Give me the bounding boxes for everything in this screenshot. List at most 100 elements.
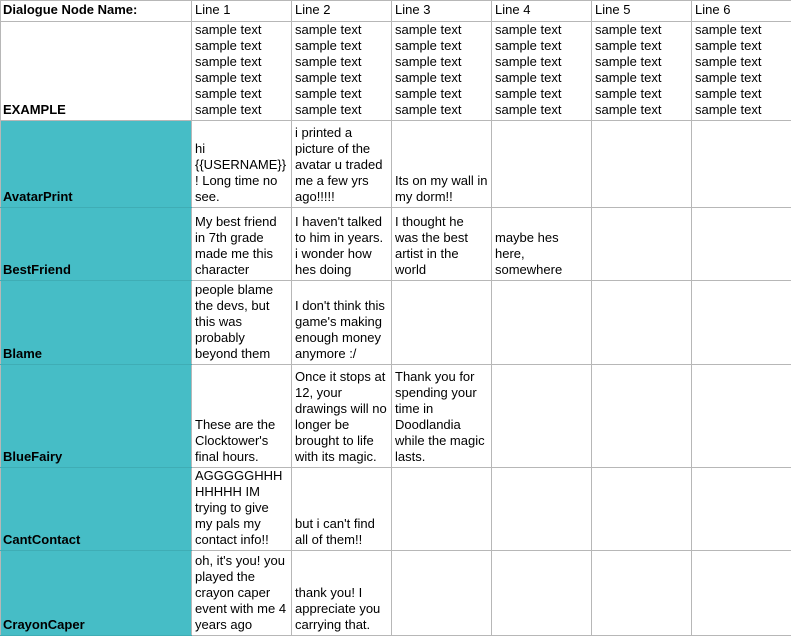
dialogue-text: I thought he was the best artist in the … (395, 214, 490, 278)
dialogue-cell[interactable]: i printed a picture of the avatar u trad… (292, 121, 392, 208)
dialogue-cell[interactable]: sample text sample text sample text samp… (592, 22, 692, 121)
table-row-crayoncaper: CrayonCaper oh, it's you! you played the… (1, 551, 791, 636)
dialogue-cell[interactable] (592, 365, 692, 468)
dialogue-cell[interactable] (492, 121, 592, 208)
dialogue-cell[interactable]: thank you! I appreciate you carrying tha… (292, 551, 392, 636)
header-row: Dialogue Node Name: Line 1 Line 2 Line 3… (1, 1, 791, 22)
node-name-label: EXAMPLE (3, 102, 188, 118)
dialogue-cell[interactable]: Its on my wall in my dorm!! (392, 121, 492, 208)
table-row-cantcontact: CantContact AGGGGGHHHHHHHH IM trying to … (1, 468, 791, 551)
dialogue-cell[interactable] (492, 551, 592, 636)
dialogue-cell[interactable]: My best friend in 7th grade made me this… (192, 208, 292, 281)
dialogue-cell[interactable]: sample text sample text sample text samp… (292, 22, 392, 121)
dialogue-text: sample text sample text sample text samp… (495, 22, 590, 118)
dialogue-cell[interactable] (692, 121, 791, 208)
dialogue-cell[interactable]: sample text sample text sample text samp… (392, 22, 492, 121)
dialogue-cell[interactable]: sample text sample text sample text samp… (492, 22, 592, 121)
header-label-line-2: Line 2 (295, 2, 390, 18)
header-cell-line-2[interactable]: Line 2 (292, 1, 392, 22)
header-cell-line-6[interactable]: Line 6 (692, 1, 791, 22)
dialogue-text: Its on my wall in my dorm!! (395, 173, 490, 205)
dialogue-cell[interactable] (692, 281, 791, 365)
dialogue-cell[interactable]: sample text sample text sample text samp… (692, 22, 791, 121)
dialogue-cell[interactable] (492, 468, 592, 551)
dialogue-cell[interactable] (592, 121, 692, 208)
dialogue-text: Once it stops at 12, your drawings will … (295, 369, 390, 465)
dialogue-text: I don't think this game's making enough … (295, 298, 390, 362)
header-cell-node-name[interactable]: Dialogue Node Name: (1, 1, 192, 22)
header-cell-line-5[interactable]: Line 5 (592, 1, 692, 22)
node-name-cell[interactable]: AvatarPrint (1, 121, 192, 208)
dialogue-text: but i can't find all of them!! (295, 516, 390, 548)
header-cell-line-1[interactable]: Line 1 (192, 1, 292, 22)
header-label-line-1: Line 1 (195, 2, 290, 18)
dialogue-cell[interactable] (392, 551, 492, 636)
header-cell-line-4[interactable]: Line 4 (492, 1, 592, 22)
table-row-avatarprint: AvatarPrint hi {{USERNAME}}! Long time n… (1, 121, 791, 208)
node-name-cell[interactable]: EXAMPLE (1, 22, 192, 121)
node-name-label: BlueFairy (3, 449, 188, 465)
dialogue-cell[interactable]: I haven't talked to him in years. i wond… (292, 208, 392, 281)
dialogue-text: thank you! I appreciate you carrying tha… (295, 585, 390, 633)
node-name-cell[interactable]: BlueFairy (1, 365, 192, 468)
dialogue-text: Thank you for spending your time in Dood… (395, 369, 490, 465)
dialogue-cell[interactable]: These are the Clocktower's final hours. (192, 365, 292, 468)
node-name-label: CantContact (3, 532, 188, 548)
header-label-line-3: Line 3 (395, 2, 490, 18)
dialogue-text: maybe hes here, somewhere (495, 230, 590, 278)
node-name-cell[interactable]: CantContact (1, 468, 192, 551)
dialogue-cell[interactable]: AGGGGGHHHHHHHH IM trying to give my pals… (192, 468, 292, 551)
dialogue-cell[interactable] (692, 208, 791, 281)
dialogue-cell[interactable] (592, 281, 692, 365)
node-name-cell[interactable]: BestFriend (1, 208, 192, 281)
dialogue-cell[interactable]: Thank you for spending your time in Dood… (392, 365, 492, 468)
dialogue-text: sample text sample text sample text samp… (295, 22, 390, 118)
dialogue-text: My best friend in 7th grade made me this… (195, 214, 290, 278)
node-name-label: BestFriend (3, 262, 188, 278)
dialogue-text: AGGGGGHHHHHHHH IM trying to give my pals… (195, 468, 290, 548)
dialogue-cell[interactable]: people blame the devs, but this was prob… (192, 281, 292, 365)
dialogue-cell[interactable]: Once it stops at 12, your drawings will … (292, 365, 392, 468)
dialogue-cell[interactable] (392, 468, 492, 551)
dialogue-cell[interactable] (392, 281, 492, 365)
node-name-cell[interactable]: CrayonCaper (1, 551, 192, 636)
dialogue-cell[interactable] (592, 468, 692, 551)
dialogue-cell[interactable] (692, 365, 791, 468)
dialogue-text: oh, it's you! you played the crayon cape… (195, 553, 290, 633)
dialogue-text: I haven't talked to him in years. i wond… (295, 214, 390, 278)
header-label-line-4: Line 4 (495, 2, 590, 18)
dialogue-cell[interactable]: I don't think this game's making enough … (292, 281, 392, 365)
dialogue-text: These are the Clocktower's final hours. (195, 417, 290, 465)
dialogue-cell[interactable] (492, 365, 592, 468)
dialogue-text: sample text sample text sample text samp… (595, 22, 690, 118)
header-label-node-name: Dialogue Node Name: (3, 2, 188, 18)
header-cell-line-3[interactable]: Line 3 (392, 1, 492, 22)
dialogue-cell[interactable]: sample text sample text sample text samp… (192, 22, 292, 121)
dialogue-text: sample text sample text sample text samp… (695, 22, 790, 118)
header-label-line-6: Line 6 (695, 2, 790, 18)
node-name-label: Blame (3, 346, 188, 362)
table-row-bluefairy: BlueFairy These are the Clocktower's fin… (1, 365, 791, 468)
dialogue-cell[interactable] (692, 551, 791, 636)
dialogue-cell[interactable]: I thought he was the best artist in the … (392, 208, 492, 281)
header-label-line-5: Line 5 (595, 2, 690, 18)
dialogue-cell[interactable]: oh, it's you! you played the crayon cape… (192, 551, 292, 636)
dialogue-text: hi {{USERNAME}}! Long time no see. (195, 141, 290, 205)
node-name-cell[interactable]: Blame (1, 281, 192, 365)
dialogue-cell[interactable] (492, 281, 592, 365)
dialogue-cell[interactable] (592, 208, 692, 281)
dialogue-cell[interactable]: hi {{USERNAME}}! Long time no see. (192, 121, 292, 208)
dialogue-text: i printed a picture of the avatar u trad… (295, 125, 390, 205)
dialogue-cell[interactable] (592, 551, 692, 636)
dialogue-cell[interactable]: but i can't find all of them!! (292, 468, 392, 551)
dialogue-cell[interactable]: maybe hes here, somewhere (492, 208, 592, 281)
dialogue-cell[interactable] (692, 468, 791, 551)
table-row-bestfriend: BestFriend My best friend in 7th grade m… (1, 208, 791, 281)
dialogue-text: sample text sample text sample text samp… (395, 22, 490, 118)
table-row-example: EXAMPLE sample text sample text sample t… (1, 22, 791, 121)
node-name-label: CrayonCaper (3, 617, 188, 633)
dialogue-text: people blame the devs, but this was prob… (195, 282, 290, 362)
node-name-label: AvatarPrint (3, 189, 188, 205)
dialogue-text: sample text sample text sample text samp… (195, 22, 290, 118)
